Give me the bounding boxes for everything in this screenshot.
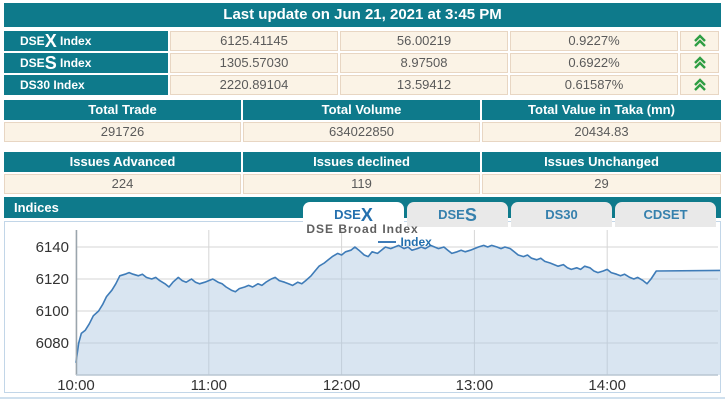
tab-label: CDSET — [643, 207, 688, 222]
column-header: Total Trade — [4, 100, 241, 120]
last-update-bar: Last update on Jun 21, 2021 at 3:45 PM — [4, 3, 721, 27]
tab-label-big-letter: S — [464, 205, 477, 225]
index-percent: 0.61587% — [510, 75, 678, 95]
index-name-dses: DSES Index — [4, 53, 168, 73]
indices-section-title: Indices — [14, 200, 59, 215]
tab-dses[interactable]: DSES — [407, 202, 508, 227]
chart-title: DSE Broad Index — [306, 222, 419, 236]
svg-text:6080: 6080 — [36, 335, 69, 352]
table-row: DSEX Index 6125.41145 56.00219 0.9227% — [4, 31, 721, 51]
column-header: Total Volume — [243, 100, 480, 120]
index-change: 8.97508 — [340, 53, 508, 73]
index-name-dsex: DSEX Index — [4, 31, 168, 51]
bottom-divider — [0, 397, 725, 399]
index-percent: 0.6922% — [510, 53, 678, 73]
tab-cdset[interactable]: CDSET — [615, 202, 716, 227]
tab-label: DSE — [334, 207, 361, 222]
index-value: 6125.41145 — [170, 31, 338, 51]
index-name-big-letter: S — [44, 53, 57, 73]
issues-header-row: Issues Advanced Issues declined Issues U… — [4, 152, 721, 172]
index-trend-cell — [680, 75, 719, 95]
tab-label: DS30 — [545, 207, 578, 222]
double-up-arrow-icon — [693, 56, 706, 69]
index-change: 13.59412 — [340, 75, 508, 95]
svg-text:11:00: 11:00 — [191, 377, 227, 392]
issues-table: Issues Advanced Issues declined Issues U… — [4, 152, 721, 196]
index-name-text: DSE — [20, 56, 45, 70]
tab-ds30[interactable]: DS30 — [511, 202, 612, 227]
svg-text:12:00: 12:00 — [323, 377, 361, 392]
svg-text:14:00: 14:00 — [588, 377, 626, 392]
totals-table: Total Trade Total Volume Total Value in … — [4, 100, 721, 144]
index-value: 1305.57030 — [170, 53, 338, 73]
issues-declined-value: 119 — [243, 174, 480, 194]
index-name-suffix: Index — [50, 78, 85, 92]
issues-value-row: 224 119 29 — [4, 174, 721, 194]
totals-header-row: Total Trade Total Volume Total Value in … — [4, 100, 721, 120]
total-volume-value: 634022850 — [243, 122, 480, 142]
table-row: DS30 Index 2220.89104 13.59412 0.61587% — [4, 75, 721, 95]
tab-label: DSE — [438, 207, 465, 222]
index-summary-table: DSEX Index 6125.41145 56.00219 0.9227% D… — [4, 31, 721, 97]
total-trade-value: 291726 — [4, 122, 241, 142]
svg-text:6140: 6140 — [36, 239, 69, 256]
svg-text:6100: 6100 — [36, 303, 69, 320]
svg-text:6120: 6120 — [36, 271, 69, 288]
legend-label: Index — [400, 235, 432, 249]
total-value-taka: 20434.83 — [482, 122, 721, 142]
index-area-chart: 10:00 11:00 12:00 13:00 14:00 6080 6100 6120 614… — [36, 230, 720, 392]
index-trend-cell — [680, 53, 719, 73]
index-change: 56.00219 — [340, 31, 508, 51]
double-up-arrow-icon — [693, 34, 706, 47]
index-name-big-letter: X — [44, 31, 57, 51]
index-name-ds30: DS30 Index — [4, 75, 168, 95]
legend-line-swatch — [377, 241, 396, 243]
index-name-text: DS30 — [20, 78, 51, 92]
column-header: Issues declined — [243, 152, 480, 172]
index-tabs: DSEX DSES DS30 CDSET — [0, 202, 725, 227]
double-up-arrow-icon — [693, 78, 706, 91]
index-chart-panel: DSE Broad Index Index 10:00 11:00 12:00 13:… — [4, 221, 721, 393]
index-name-suffix: Index — [56, 56, 92, 70]
index-value: 2220.89104 — [170, 75, 338, 95]
column-header: Total Value in Taka (mn) — [482, 100, 721, 120]
column-header: Issues Unchanged — [482, 152, 721, 172]
tab-label-big-letter: X — [360, 205, 373, 225]
totals-value-row: 291726 634022850 20434.83 — [4, 122, 721, 142]
index-trend-cell — [680, 31, 719, 51]
svg-text:10:00: 10:00 — [57, 377, 95, 392]
tab-dsex[interactable]: DSEX — [303, 202, 404, 227]
svg-text:13:00: 13:00 — [456, 377, 494, 392]
table-row: DSES Index 1305.57030 8.97508 0.6922% — [4, 53, 721, 73]
issues-advanced-value: 224 — [4, 174, 241, 194]
index-name-text: DSE — [20, 34, 45, 48]
index-percent: 0.9227% — [510, 31, 678, 51]
index-name-suffix: Index — [56, 34, 92, 48]
column-header: Issues Advanced — [4, 152, 241, 172]
issues-unchanged-value: 29 — [482, 174, 721, 194]
chart-legend: Index — [377, 235, 432, 249]
